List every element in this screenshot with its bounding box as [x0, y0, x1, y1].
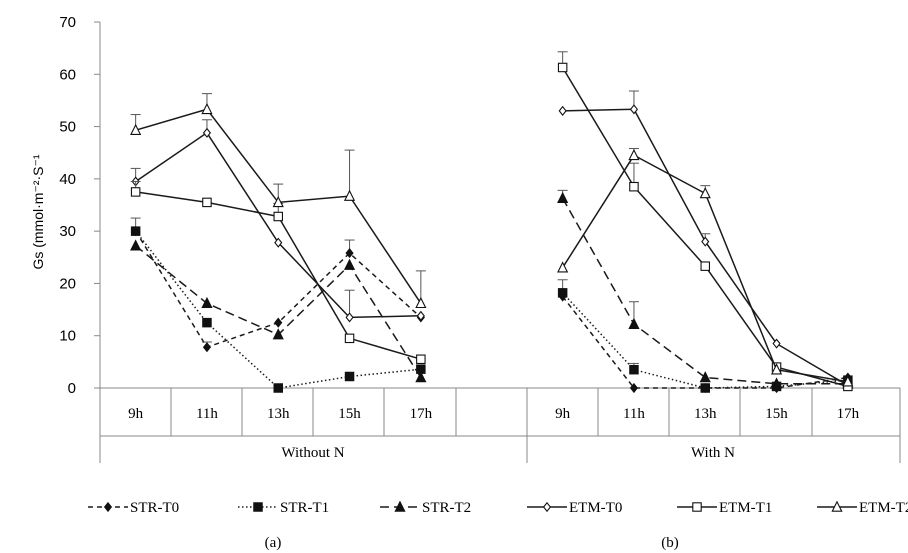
y-axis-label: Gs (mmol·m⁻²·S⁻¹ [30, 154, 46, 269]
legend-label-etm-t1: ETM-T1 [719, 500, 772, 516]
legend: STR-T0 STR-T1 STR-T2 ETM-T0 ETM-T1 ETM-T2 [88, 500, 908, 516]
series-line-str-t2-group-2 [561, 197, 848, 385]
legend-marker-etm-t2 [831, 500, 843, 512]
legend-marker-str-t1 [253, 502, 263, 512]
data-point-etm-t1 [202, 197, 212, 208]
data-point-str-t2 [770, 377, 783, 389]
data-point-str-t0 [629, 382, 639, 394]
data-point-etm-t1 [273, 211, 283, 222]
data-point-etm-t1 [416, 354, 426, 364]
panel-label-b: (b) [661, 535, 679, 551]
data-point-etm-t2 [272, 195, 284, 208]
data-point-etm-t2 [628, 148, 640, 161]
y-tick-label: 70 [59, 14, 76, 31]
data-point-etm-t0 [701, 236, 710, 247]
data-point-str-t2 [130, 239, 142, 251]
data-point-etm-t1 [700, 261, 710, 271]
series-line-str-t2-group-1 [135, 245, 422, 378]
group-label-with-n: With N [691, 445, 735, 461]
legend-label-str-t2: STR-T2 [422, 500, 471, 516]
legend-label-str-t0: STR-T0 [130, 500, 179, 516]
panel-label-a: (a) [265, 535, 282, 551]
data-point-str-t2 [272, 328, 284, 340]
legend-marker-str-t2 [394, 500, 406, 512]
data-point-etm-t1 [629, 181, 639, 192]
group-label-without-n: Without N [281, 445, 344, 461]
data-point-etm-t2 [201, 102, 213, 115]
data-point-str-t1 [557, 288, 568, 298]
series-line-etm-t0-group-1 [135, 131, 421, 319]
data-point-str-t1 [629, 364, 639, 375]
legend-marker-str-t0 [103, 501, 113, 513]
data-point-str-t2 [557, 191, 569, 203]
series-line-etm-t0-group-2 [562, 108, 849, 387]
y-tick-label: 40 [59, 171, 76, 188]
series-line-etm-t1-group-2 [561, 67, 848, 388]
data-point-etm-t0 [629, 104, 639, 115]
y-tick-label: 50 [59, 119, 76, 136]
data-point-etm-t2 [842, 375, 854, 387]
data-point-str-t0 [345, 248, 354, 259]
data-point-str-t2 [628, 317, 640, 329]
data-point-str-t2 [201, 296, 213, 309]
data-point-etm-t2 [699, 187, 711, 199]
data-point-etm-t0 [345, 312, 354, 323]
legend-label-etm-t2: ETM-T2 [859, 500, 908, 516]
data-point-etm-t0 [416, 310, 425, 321]
data-point-str-t2 [415, 371, 427, 383]
x-tick-label: 11h [196, 406, 218, 422]
legend-label-str-t1: STR-T1 [280, 500, 329, 516]
x-tick-label: 17h [410, 406, 433, 422]
legend-marker-etm-t0 [542, 501, 552, 513]
data-point-etm-t1 [557, 62, 568, 73]
legend-item-etm-t0: ETM-T0 [527, 500, 622, 516]
x-tick-label: 13h [694, 406, 717, 422]
axes: 0 10 20 30 40 50 60 70 9h 11h 13h 15h 17h 9h 11h 13h 15h… [59, 14, 901, 463]
x-tick-label: 11h [623, 406, 645, 422]
data-point-etm-t0 [202, 127, 212, 138]
legend-item-str-t1: STR-T1 [238, 500, 329, 516]
data-point-etm-t0 [274, 237, 283, 248]
legend-item-etm-t1: ETM-T1 [677, 500, 772, 516]
data-point-str-t1 [130, 226, 141, 236]
data-point-etm-t2 [130, 123, 142, 135]
x-tick-label: 9h [555, 406, 571, 422]
legend-label-etm-t0: ETM-T0 [569, 500, 622, 516]
legend-item-str-t2: STR-T2 [380, 500, 471, 516]
data-point-etm-t0 [558, 105, 567, 116]
data-point-etm-t2 [557, 261, 569, 273]
series-line-str-t1-group-1 [135, 230, 421, 389]
data-point-str-t1 [202, 317, 212, 328]
data-point-etm-t1 [130, 187, 141, 197]
x-tick-label: 15h [765, 406, 788, 422]
data-point-etm-t2 [770, 363, 783, 375]
x-tick-label: 13h [267, 406, 290, 422]
data-point-str-t0 [202, 342, 212, 353]
x-tick-label: 9h [128, 406, 144, 422]
data-point-str-t2 [699, 371, 711, 383]
y-tick-label: 20 [59, 275, 76, 292]
data-point-str-t2 [343, 258, 356, 270]
series-layer [130, 51, 854, 394]
x-tick-label: 15h [338, 406, 361, 422]
data-point-str-t1 [344, 371, 355, 382]
data-point-etm-t2 [343, 189, 356, 201]
data-point-etm-t2 [415, 296, 427, 309]
y-tick-label: 0 [68, 380, 76, 397]
data-point-etm-t1 [344, 333, 355, 344]
legend-marker-etm-t1 [692, 502, 702, 512]
legend-item-str-t0: STR-T0 [88, 500, 179, 516]
x-tick-label: 17h [837, 406, 860, 422]
data-point-str-t1 [700, 383, 710, 393]
data-point-etm-t0 [772, 338, 781, 349]
legend-item-etm-t2: ETM-T2 [817, 500, 908, 516]
y-tick-label: 10 [59, 328, 76, 345]
y-tick-label: 60 [59, 66, 76, 83]
data-point-str-t1 [273, 383, 283, 393]
data-point-str-t0 [274, 317, 283, 328]
y-tick-label: 30 [59, 223, 76, 240]
